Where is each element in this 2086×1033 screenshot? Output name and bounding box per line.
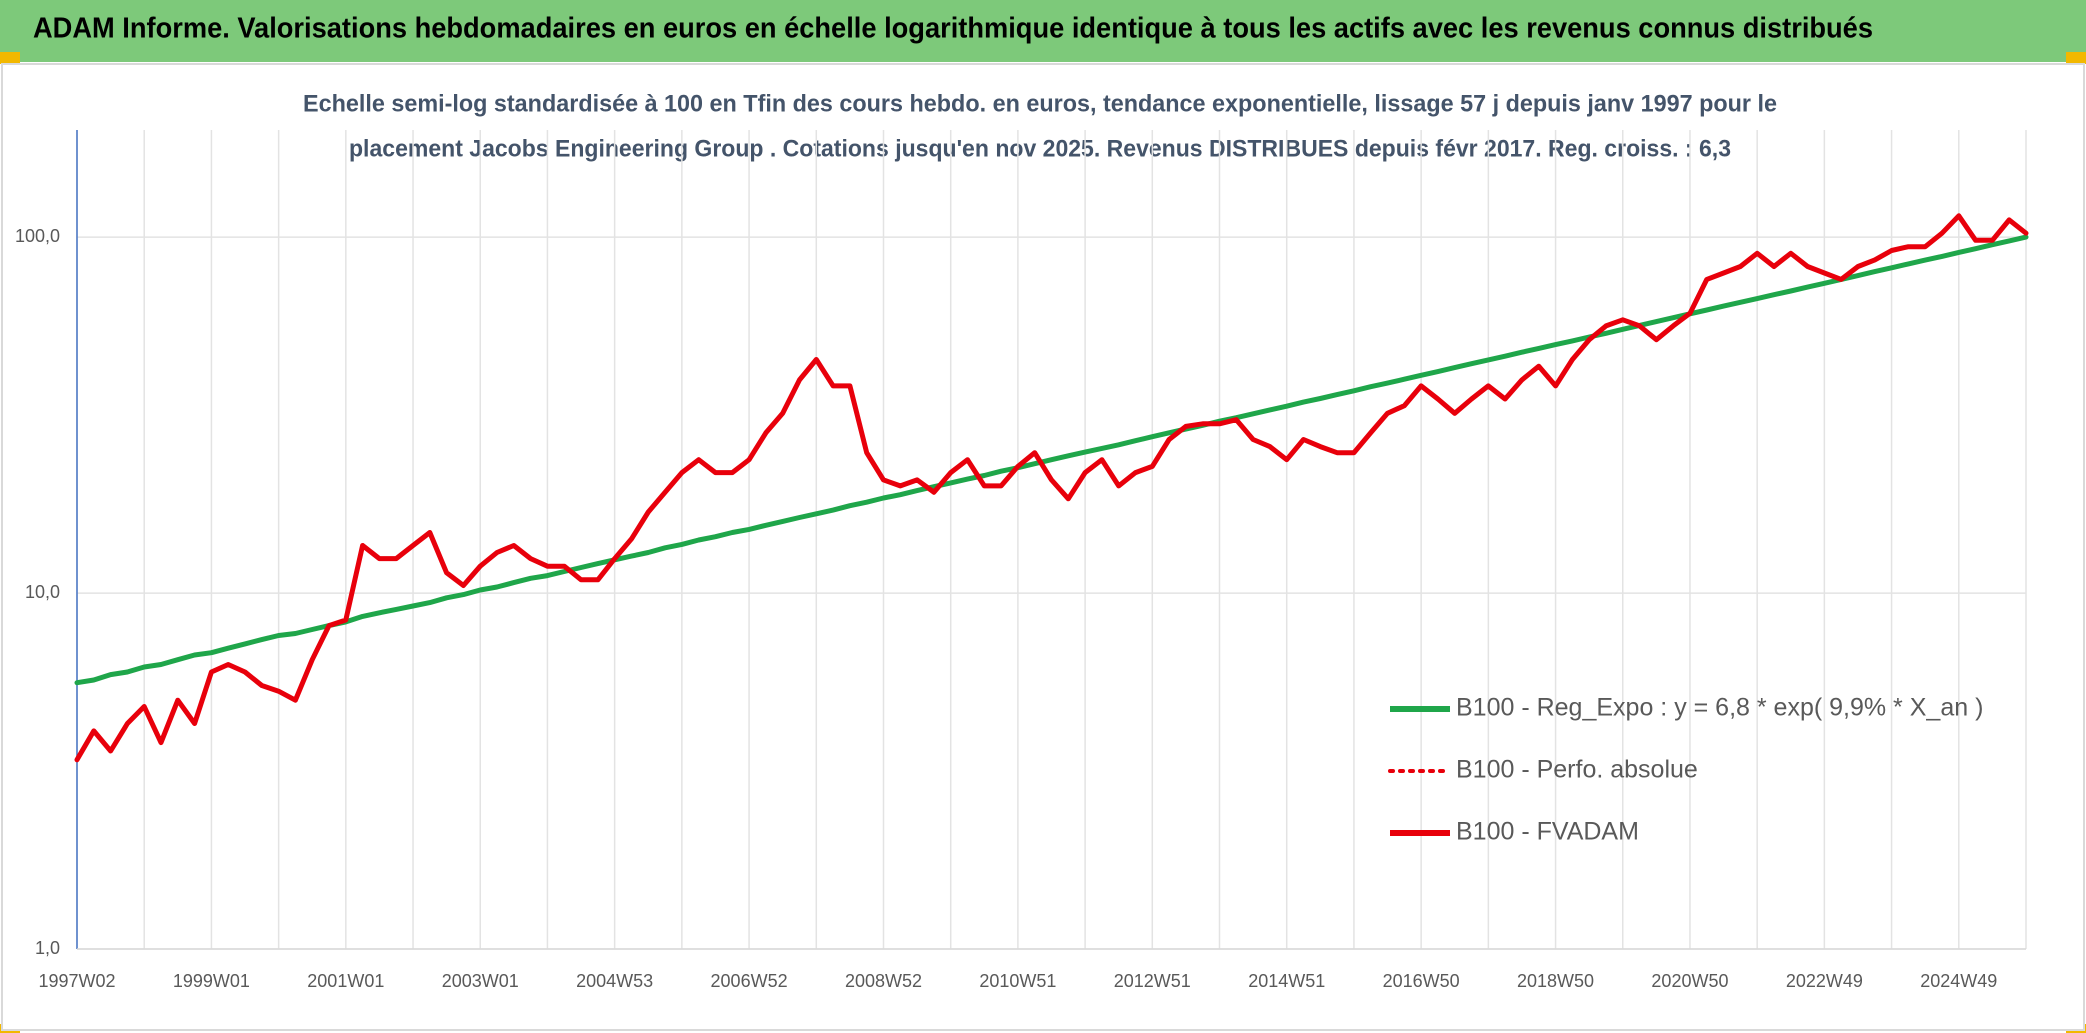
y-tick-label: 100,0: [15, 226, 60, 246]
legend-label: B100 - Perfo. absolue: [1456, 756, 1698, 784]
x-tick-label: 2018W50: [1517, 971, 1594, 991]
x-tick-label: 2006W52: [711, 971, 788, 991]
legend-label: B100 - FVADAM: [1456, 818, 1639, 846]
corner: [2066, 52, 2086, 64]
x-tick-label: 2020W50: [1651, 971, 1728, 991]
series-line: [74, 213, 2029, 763]
x-tick-label: 2016W50: [1383, 971, 1460, 991]
x-tick-label: 1997W02: [38, 971, 115, 991]
chart-subtitle: Echelle semi-log standardisée à 100 en T…: [303, 90, 1777, 117]
y-tick-label: 1,0: [35, 938, 60, 958]
chart-title: ADAM Informe. Valorisations hebdomadaire…: [33, 13, 1873, 45]
x-tick-label: 2024W49: [1920, 971, 1997, 991]
legend-label: B100 - Reg_Expo : y = 6,8 * exp( 9,9% * …: [1456, 694, 1983, 722]
x-tick-label: 2001W01: [307, 971, 384, 991]
chart-area: [1, 63, 2085, 1031]
header-band: [0, 0, 2086, 62]
x-tick-label: 2022W49: [1786, 971, 1863, 991]
x-tick-label: 2014W51: [1248, 971, 1325, 991]
plot: 1,0 10,0 100,0 1997W02 1999W01 2001W01 2003W01…: [15, 130, 2029, 991]
x-tick-label: 1999W01: [173, 971, 250, 991]
y-tick-label: 10,0: [25, 582, 60, 602]
x-tick-label: 2008W52: [845, 971, 922, 991]
x-tick-label: 2010W51: [979, 971, 1056, 991]
series-line: [74, 234, 2029, 686]
corner: [0, 52, 20, 64]
x-tick-label: 2003W01: [442, 971, 519, 991]
chart-subtitle: placement Jacobs Engineering Group . Cot…: [349, 135, 1731, 162]
x-tick-label: 2012W51: [1114, 971, 1191, 991]
x-tick-label: 2004W53: [576, 971, 653, 991]
